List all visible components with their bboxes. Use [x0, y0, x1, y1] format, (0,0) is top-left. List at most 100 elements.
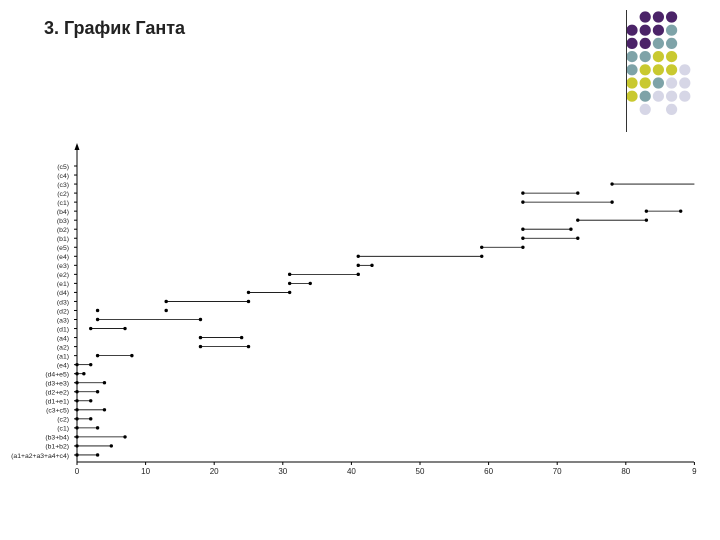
gantt-start-point [75, 390, 79, 394]
row-label: (e1) [57, 281, 69, 288]
gantt-start-point [644, 209, 649, 213]
gantt-start-point [75, 371, 79, 376]
gantt-start-point [75, 453, 79, 457]
row-label: (d2) [57, 308, 69, 315]
gantt-end-point [644, 218, 649, 222]
x-tick-label: 70 [553, 467, 562, 476]
decor-dot [679, 64, 691, 76]
gantt-start-point [75, 408, 79, 412]
row-label: (a1+a2+a3+a4+c4) [11, 453, 69, 460]
row-label: (c2) [57, 191, 69, 198]
row-label: (a3) [57, 317, 69, 324]
slide-title: 3. График Ганта [44, 18, 186, 38]
row-label: (b3) [57, 218, 69, 225]
decor-dot [652, 90, 665, 102]
x-tick-label: 10 [141, 467, 150, 476]
gantt-start-point [198, 335, 203, 340]
gantt-start-point [89, 326, 93, 331]
row-label: (b1+b2) [45, 444, 69, 451]
decor-dot [666, 103, 678, 115]
decor-dot [666, 64, 678, 76]
decor-dot [626, 37, 638, 50]
gantt-end-point [239, 335, 244, 340]
dot-grid-icon [626, 11, 691, 115]
gantt-end-point [308, 281, 312, 286]
decor-dot [652, 11, 665, 23]
row-label: (d4) [57, 290, 69, 297]
decor-dot [639, 77, 651, 89]
decor-dot [666, 77, 678, 89]
gantt-start-point [164, 299, 168, 304]
decor-dot [652, 24, 665, 36]
row-label: (c1) [57, 426, 69, 433]
x-tick-label: 20 [210, 467, 219, 476]
row-label: (e4) [57, 254, 69, 261]
gantt-start-point [246, 290, 251, 295]
decorative-divider [626, 10, 627, 132]
gantt-end-point [95, 426, 100, 430]
gantt-start-point [287, 281, 292, 286]
gantt-end-point [678, 209, 683, 213]
row-label: (e2) [57, 272, 69, 279]
row-label: (d1+e1) [45, 399, 69, 406]
gantt-end-point [246, 299, 251, 304]
gantt-start-point [75, 399, 79, 403]
row-label: (e3) [57, 263, 69, 270]
row-label: (b3+b4) [45, 435, 69, 442]
x-tick-label: 0 [75, 467, 80, 476]
gantt-start-point [356, 254, 360, 258]
decor-dot [666, 37, 678, 50]
gantt-end-point [287, 290, 292, 295]
row-label: (d3) [57, 299, 69, 306]
row-label: (a4) [57, 335, 69, 342]
gantt-start-point [521, 236, 525, 240]
gantt-end-point [480, 254, 484, 258]
decor-dot [639, 64, 651, 76]
row-label: (b4) [57, 209, 69, 216]
x-tick-label: 9 [692, 467, 697, 476]
gantt-end-point [246, 344, 251, 349]
gantt-end-point [576, 236, 580, 240]
row-label: (c3+c5) [46, 408, 69, 415]
decor-dot [652, 64, 665, 76]
gantt-end-point [89, 399, 93, 403]
decor-dot [639, 37, 651, 50]
decor-dot [626, 77, 638, 89]
row-label: (c2) [57, 417, 69, 424]
gantt-end-point [356, 272, 360, 277]
row-label: (e5) [57, 245, 69, 252]
gantt-end-point [109, 444, 114, 448]
gantt-start-point [75, 417, 79, 421]
row-label: (e4) [57, 362, 69, 369]
decor-dot [652, 77, 665, 89]
gantt-start-point [198, 344, 203, 349]
decor-dot [666, 51, 678, 63]
y-axis-arrow [74, 143, 80, 150]
gantt-start-point [521, 191, 525, 195]
gantt-start-point [75, 426, 79, 430]
decor-dot [666, 90, 678, 102]
gantt-end-point [102, 381, 107, 385]
gantt-end-point [521, 245, 525, 249]
gantt-end-point [82, 371, 86, 376]
gantt-start-point [75, 362, 79, 367]
gantt-end-point [576, 191, 580, 195]
gantt-start-point [95, 308, 100, 313]
gantt-end-point [89, 362, 93, 367]
x-tick-label: 30 [278, 467, 287, 476]
decor-dot [679, 77, 691, 89]
gantt-start-point [521, 200, 525, 204]
decor-dot [639, 11, 651, 23]
row-label: (d2+e2) [45, 390, 69, 397]
decor-dot [652, 37, 665, 50]
decor-dot [626, 64, 638, 76]
gantt-end-point [123, 435, 127, 439]
gantt-start-point [75, 444, 79, 448]
gantt-start-point [75, 381, 79, 385]
x-tick-label: 40 [347, 467, 356, 476]
gantt-start-point [480, 245, 484, 249]
row-label: (c4) [57, 173, 69, 180]
gantt-end-point [198, 317, 203, 322]
gantt-end-point [370, 263, 374, 268]
